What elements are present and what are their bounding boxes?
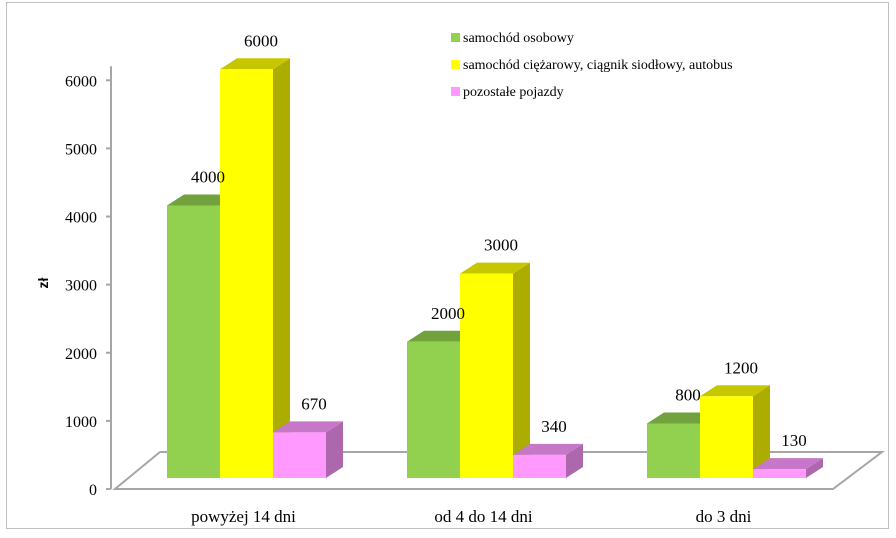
legend-label: samochód osobowy bbox=[463, 31, 574, 46]
data-label: 1200 bbox=[724, 358, 758, 377]
legend-label: pozostałe pojazdy bbox=[463, 85, 564, 100]
bar bbox=[513, 443, 583, 478]
data-label: 6000 bbox=[244, 31, 278, 50]
bar bbox=[273, 421, 343, 478]
y-tick-label: 3000 bbox=[65, 278, 97, 295]
x-axis-labels: powyżej 14 dni od 4 do 14 dni do 3 dni bbox=[191, 507, 752, 526]
bar-side bbox=[753, 385, 770, 478]
x-tick-label: od 4 do 14 dni bbox=[434, 507, 533, 526]
bar-front bbox=[753, 469, 806, 478]
bar-front bbox=[167, 205, 220, 478]
y-axis-label: zł bbox=[35, 277, 51, 288]
y-tick-label: 5000 bbox=[65, 141, 97, 158]
x-tick-label: do 3 dni bbox=[696, 507, 752, 526]
legend-swatch bbox=[451, 33, 460, 42]
bar bbox=[220, 58, 290, 478]
bar bbox=[460, 262, 530, 478]
legend: samochód osobowy samochód ciężarowy, ciąg… bbox=[451, 31, 733, 100]
data-label: 130 bbox=[781, 431, 807, 450]
legend-swatch bbox=[451, 60, 460, 69]
bar-front bbox=[460, 273, 513, 478]
bar-front bbox=[407, 341, 460, 478]
y-axis: 0 1000 2000 3000 4000 5000 6000 bbox=[65, 66, 112, 499]
bar-side bbox=[806, 458, 823, 478]
bar-front bbox=[700, 396, 753, 478]
bar-top bbox=[753, 458, 823, 470]
bar-side bbox=[513, 262, 530, 478]
x-tick-label: powyżej 14 dni bbox=[191, 507, 296, 526]
legend-label: samochód ciężarowy, ciągnik siodłowy, au… bbox=[463, 58, 733, 73]
bar-top bbox=[460, 262, 530, 274]
bar-side bbox=[273, 58, 290, 478]
data-label: 670 bbox=[301, 394, 327, 413]
bar-front bbox=[220, 69, 273, 478]
data-label: 340 bbox=[541, 417, 567, 436]
bar-top bbox=[167, 194, 237, 206]
bar-top bbox=[513, 443, 583, 455]
y-tick-label: 1000 bbox=[65, 414, 97, 431]
data-label: 2000 bbox=[431, 304, 465, 323]
y-tick-label: 0 bbox=[89, 482, 97, 499]
bar bbox=[700, 385, 770, 478]
bar-side bbox=[326, 421, 343, 478]
bars bbox=[167, 58, 823, 478]
bar-top bbox=[700, 385, 770, 397]
data-label: 3000 bbox=[484, 236, 518, 255]
legend-swatch bbox=[451, 87, 460, 96]
y-tick-label: 6000 bbox=[65, 73, 97, 90]
data-labels: 4000 6000 670 2000 3000 340 800 1200 130 bbox=[191, 31, 807, 450]
bar-top bbox=[273, 421, 343, 433]
bar-top bbox=[407, 330, 477, 342]
data-label: 4000 bbox=[191, 168, 225, 187]
y-tick-label: 2000 bbox=[65, 346, 97, 363]
bar-side bbox=[566, 443, 583, 478]
bar-front bbox=[513, 454, 566, 478]
bar-top bbox=[647, 412, 717, 424]
bar bbox=[753, 458, 823, 478]
y-tick-label: 4000 bbox=[65, 210, 97, 227]
data-label: 800 bbox=[675, 386, 701, 405]
bar-top bbox=[220, 58, 290, 70]
bar-front bbox=[273, 432, 326, 478]
bar-front bbox=[647, 423, 700, 478]
